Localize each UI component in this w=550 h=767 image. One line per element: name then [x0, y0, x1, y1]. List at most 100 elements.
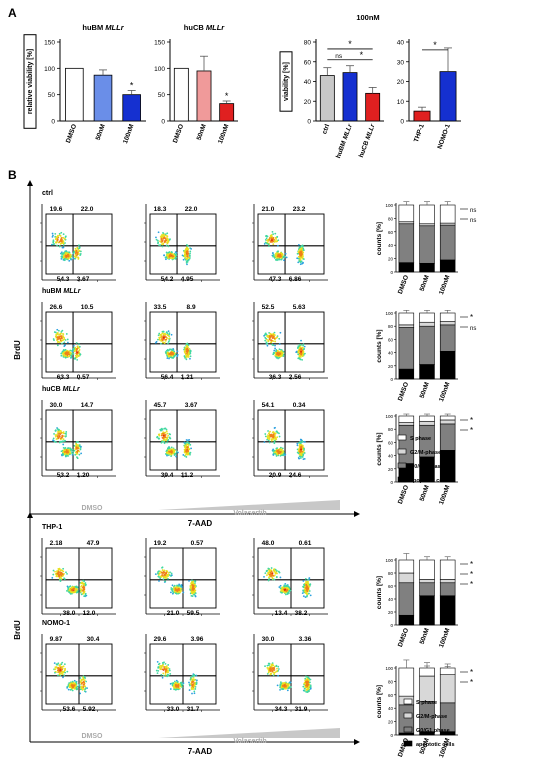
- density-dot: [296, 257, 299, 260]
- density-dot: [172, 356, 175, 359]
- density-dot: [168, 669, 171, 672]
- chart-b2: 0 20 40 60 80 100 counts [%] DMSO 50nM 100nM * ns: [376, 310, 476, 403]
- density-dot: [187, 444, 190, 446]
- density-dot: [302, 261, 304, 264]
- density-dot: [161, 436, 164, 439]
- flow-plot: 30.0 14.7 53.2 1.20: [40, 400, 116, 479]
- x-tick-label: huBM MLLr: [335, 123, 354, 159]
- density-dot: [282, 590, 284, 593]
- y-tick-label: 80: [388, 427, 394, 432]
- bar-segment: [398, 422, 415, 426]
- density-dot: [163, 438, 166, 440]
- flow-plot: 18.3 22.0 54.2 4.95: [144, 204, 220, 283]
- density-dot: [59, 440, 62, 443]
- density-dot: [62, 438, 65, 441]
- density-dot: [165, 438, 168, 441]
- 7aad-axis-label: 7-AAD: [188, 747, 213, 756]
- density-dot: [74, 357, 77, 360]
- x-tick-label: DMSO: [397, 627, 410, 648]
- density-dot: [195, 679, 198, 682]
- density-dot: [166, 241, 168, 244]
- density-dot: [61, 434, 64, 437]
- quadrant-value-top-left: 18.3: [154, 206, 167, 213]
- density-dot: [166, 674, 169, 677]
- density-dot: [168, 574, 171, 576]
- density-dot: [190, 586, 192, 589]
- density-dot: [267, 336, 270, 339]
- quadrant-value-top-left: 9.87: [50, 636, 63, 643]
- bar: [219, 103, 235, 122]
- density-dot: [60, 354, 63, 357]
- density-dot: [67, 351, 70, 354]
- density-dot: [171, 592, 174, 595]
- bar-segment: [439, 324, 456, 352]
- density-dot: [194, 595, 197, 598]
- density-dot: [61, 673, 64, 675]
- density-dot: [180, 584, 183, 586]
- density-dot: [54, 331, 57, 334]
- density-dot: [277, 239, 280, 242]
- density-dot: [175, 455, 178, 458]
- density-dot: [63, 578, 66, 581]
- density-dot: [297, 350, 300, 353]
- density-dot: [74, 586, 77, 588]
- density-dot: [266, 335, 269, 337]
- density-dot: [60, 576, 62, 578]
- density-dot: [62, 446, 65, 449]
- quadrant-value-top-right: 22.0: [81, 206, 94, 213]
- x-tick-label: 50nM: [196, 123, 208, 141]
- density-dot: [285, 585, 288, 588]
- y-tick-label: 50: [48, 92, 56, 99]
- density-dot: [68, 682, 71, 684]
- density-dot: [57, 674, 59, 677]
- density-dot: [168, 447, 171, 450]
- quadrant-value-top-left: 45.7: [154, 402, 167, 409]
- gate-g2m: [182, 675, 217, 705]
- density-dot: [53, 662, 56, 665]
- density-dot: [167, 667, 170, 669]
- density-dot: [309, 678, 312, 681]
- bar-segment: [398, 312, 415, 326]
- density-dot: [187, 344, 190, 346]
- gate-apoptotic: [78, 643, 113, 677]
- density-dot: [84, 584, 87, 587]
- quadrant-value-bottom-right: 1.20: [77, 472, 90, 479]
- density-dot: [79, 680, 82, 683]
- density-dot: [54, 668, 57, 671]
- density-dot: [73, 682, 76, 685]
- density-dot: [174, 354, 176, 357]
- density-dot: [302, 595, 305, 598]
- significance-label: *: [433, 40, 437, 50]
- gate-g2m: [78, 579, 113, 609]
- density-dot: [287, 587, 290, 590]
- density-dot: [165, 258, 167, 261]
- density-dot: [168, 352, 171, 355]
- density-dot: [299, 246, 302, 249]
- density-dot: [171, 584, 174, 587]
- density-dot: [164, 674, 167, 676]
- y-tick-label: 0: [390, 377, 393, 382]
- gate-s-phase: [257, 311, 286, 345]
- density-dot: [286, 589, 289, 591]
- density-dot: [167, 257, 170, 260]
- density-dot: [62, 255, 65, 257]
- density-dot: [60, 352, 63, 355]
- density-dot: [54, 570, 56, 573]
- density-dot: [279, 683, 282, 686]
- y-tick-label: 20: [397, 79, 405, 86]
- density-dot: [166, 574, 168, 577]
- density-dot: [283, 259, 285, 262]
- density-dot: [163, 442, 166, 445]
- density-dot: [58, 436, 60, 439]
- density-dot: [303, 457, 306, 460]
- density-dot: [271, 239, 273, 242]
- density-dot: [189, 252, 191, 255]
- density-dot: [156, 572, 159, 574]
- density-dot: [275, 447, 278, 450]
- quadrant-value-top-left: 26.6: [50, 304, 63, 311]
- density-dot: [168, 332, 171, 335]
- density-dot: [79, 448, 82, 451]
- density-dot: [299, 254, 302, 256]
